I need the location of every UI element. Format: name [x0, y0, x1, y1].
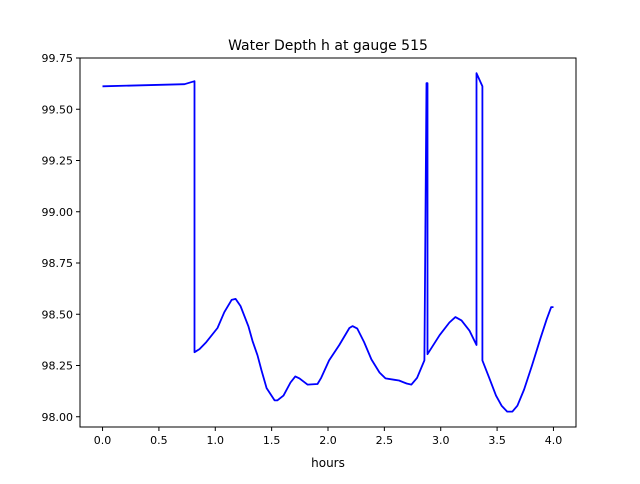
axes-frame: [79, 57, 577, 428]
y-tick-label: 98.25: [42, 360, 74, 373]
y-tick-label: 99.25: [42, 155, 74, 168]
y-tick-label: 98.00: [42, 411, 74, 424]
series-line-h: [102, 72, 554, 413]
chart-title: Water Depth h at gauge 515: [228, 38, 428, 54]
x-tick-label: 1.0: [207, 434, 225, 447]
x-tick-label: 0.5: [150, 434, 168, 447]
y-tick-label: 99.00: [42, 206, 74, 219]
y-tick-label: 98.50: [42, 308, 74, 321]
y-tick-label: 98.75: [42, 257, 74, 270]
x-tick-label: 2.5: [376, 434, 394, 447]
x-tick-label: 1.5: [263, 434, 281, 447]
x-tick-label: 3.5: [488, 434, 506, 447]
x-tick-label: 3.0: [432, 434, 450, 447]
y-tick-label: 99.75: [42, 52, 74, 65]
x-axis-label: hours: [311, 456, 345, 470]
x-tick-label: 2.0: [319, 434, 337, 447]
x-tick-label: 4.0: [545, 434, 563, 447]
y-tick-label: 99.50: [42, 103, 74, 116]
x-tick-label: 0.0: [94, 434, 112, 447]
